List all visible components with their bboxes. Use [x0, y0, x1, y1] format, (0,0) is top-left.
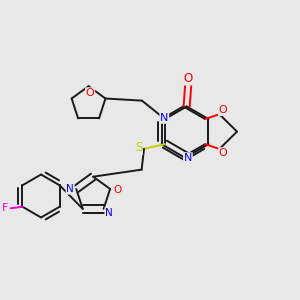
- Text: N: N: [66, 184, 74, 194]
- Text: O: O: [184, 72, 193, 85]
- Text: N: N: [184, 153, 192, 163]
- Text: N: N: [160, 113, 169, 123]
- Text: F: F: [2, 203, 8, 213]
- Text: N: N: [105, 208, 113, 218]
- Text: O: O: [219, 148, 227, 158]
- Text: S: S: [135, 141, 142, 154]
- Text: O: O: [219, 105, 227, 115]
- Text: O: O: [114, 185, 122, 196]
- Text: O: O: [86, 88, 94, 98]
